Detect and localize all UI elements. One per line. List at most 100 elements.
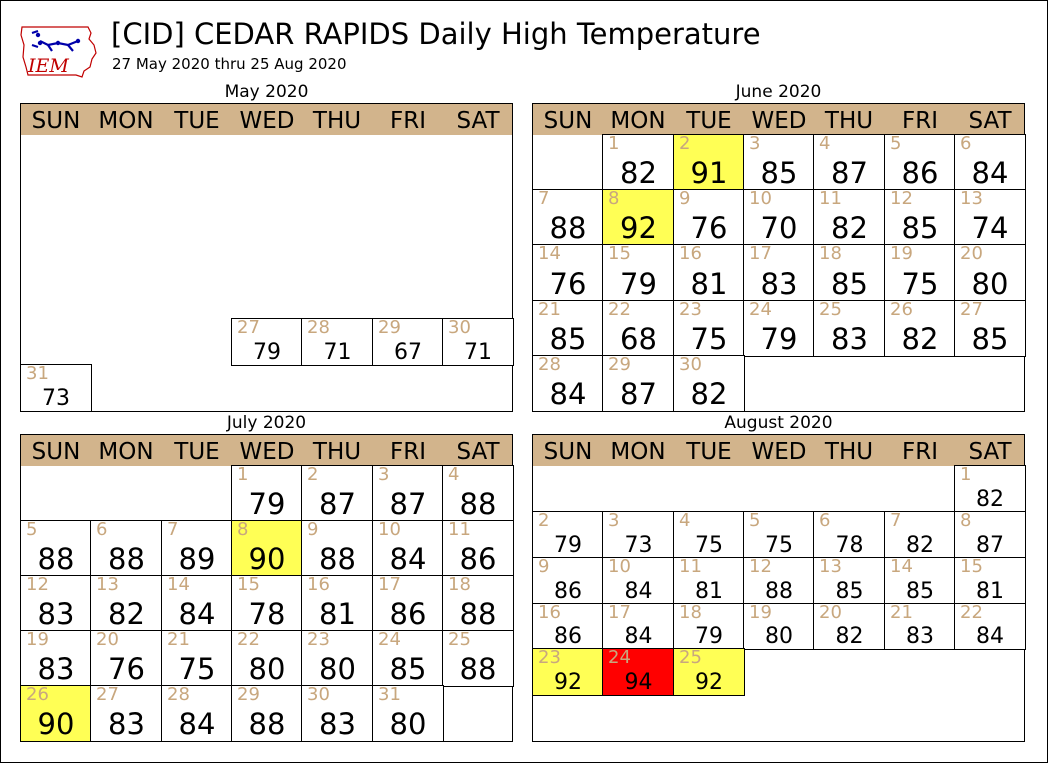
day-number: 18 [679,602,702,623]
high-temperature-value: 87 [389,487,427,521]
day-cell: 15 78 [231,575,303,632]
high-temperature-value: 85 [760,156,798,190]
day-number: 30 [448,317,471,338]
high-temperature-value: 82 [835,624,864,649]
high-temperature-value: 88 [248,707,286,741]
day-number: 29 [378,317,401,338]
day-cell: 24 79 [743,300,815,357]
weekday-label-tue: TUE [686,108,732,134]
high-temperature-value: 88 [319,542,356,576]
high-temperature-value: 75 [695,533,723,558]
day-cell: 16 81 [673,244,745,302]
month-title-august-2020: August 2020 [724,413,833,433]
day-cell: 1 82 [954,465,1026,513]
high-temperature-value: 88 [765,579,793,604]
day-number: 17 [378,574,401,595]
high-temperature-value: 80 [389,707,427,741]
day-cell: 20 82 [813,603,886,650]
month-title-june-2020: June 2020 [735,82,822,102]
day-cell: 30 71 [442,318,514,366]
high-temperature-value: 80 [971,267,1009,301]
day-number: 29 [608,354,631,375]
day-cell: 27 85 [954,300,1026,357]
day-number: 22 [608,299,631,320]
high-temperature-value: 87 [976,533,1004,558]
month-title-july-2020: July 2020 [226,413,307,433]
day-number: 2 [679,133,691,154]
day-number: 13 [96,574,119,595]
high-temperature-value: 78 [248,597,286,631]
day-number: 20 [96,629,119,650]
high-temperature-value: 75 [765,533,793,558]
high-temperature-value: 84 [976,624,1004,649]
day-number: 10 [378,519,401,540]
day-cell: 15 81 [954,557,1026,605]
day-number: 12 [26,574,49,595]
high-temperature-value: 85 [971,322,1009,356]
day-cell: 10 84 [372,520,444,577]
day-cell: 28 71 [301,318,374,366]
high-temperature-value: 82 [906,533,934,558]
day-number: 9 [307,519,319,540]
day-cell: 11 81 [673,557,745,605]
high-temperature-value: 81 [319,597,356,631]
day-number: 15 [960,556,983,577]
day-number: 4 [819,133,831,154]
day-number: 7 [538,188,550,209]
day-number: 12 [749,556,772,577]
day-number: 1 [960,464,972,485]
day-number: 6 [96,519,108,540]
high-temperature-value: 81 [976,579,1004,604]
day-number: 28 [167,684,190,705]
day-cell: 29 87 [602,355,675,412]
day-number: 5 [26,519,38,540]
weekday-label-mon: MON [98,439,154,465]
day-cell: 17 83 [743,244,815,302]
weekday-header: SUN MON TUE WED THU FRI SAT [533,104,1024,135]
day-number: 27 [960,299,983,320]
high-temperature-value: 70 [760,211,798,245]
high-temperature-value: 87 [831,156,868,190]
high-temperature-value: 81 [690,267,728,301]
day-number: 18 [819,243,842,264]
day-cell: 24 85 [372,630,444,687]
high-temperature-value: 79 [248,487,286,521]
day-cell: 3 85 [743,134,815,191]
day-cell: 26 90 [20,685,92,742]
day-number: 18 [448,574,471,595]
day-number: 5 [749,510,761,531]
day-cell: 20 80 [954,244,1026,302]
day-number: 23 [538,647,561,668]
day-number: 20 [819,602,842,623]
day-number: 30 [307,684,330,705]
weekday-label-wed: WED [751,108,807,134]
day-number: 23 [679,299,702,320]
day-number: 29 [237,684,260,705]
high-temperature-value: 92 [554,670,582,695]
day-number: 6 [960,133,972,154]
high-temperature-value: 86 [901,156,939,190]
day-cell: 14 85 [884,557,956,605]
day-cell: 5 88 [20,520,92,577]
high-temperature-value: 88 [459,487,497,521]
high-temperature-value: 88 [459,652,497,686]
month-title-may-2020: May 2020 [224,82,309,102]
day-cell: 17 84 [602,603,675,650]
day-cell: 15 79 [602,244,675,302]
day-number: 28 [307,317,330,338]
day-cell: 28 84 [532,355,604,412]
day-number: 4 [448,464,460,485]
day-number: 26 [890,299,913,320]
day-number: 15 [608,243,631,264]
day-cell: 12 88 [743,557,815,605]
high-temperature-value: 76 [549,267,587,301]
day-number: 19 [890,243,913,264]
day-cell: 16 86 [532,603,604,650]
day-cell: 6 88 [90,520,163,577]
weekday-label-tue: TUE [174,108,220,134]
high-temperature-value: 87 [319,487,356,521]
day-number: 24 [608,647,631,668]
high-temperature-value: 85 [901,211,939,245]
high-temperature-value: 88 [549,211,587,245]
